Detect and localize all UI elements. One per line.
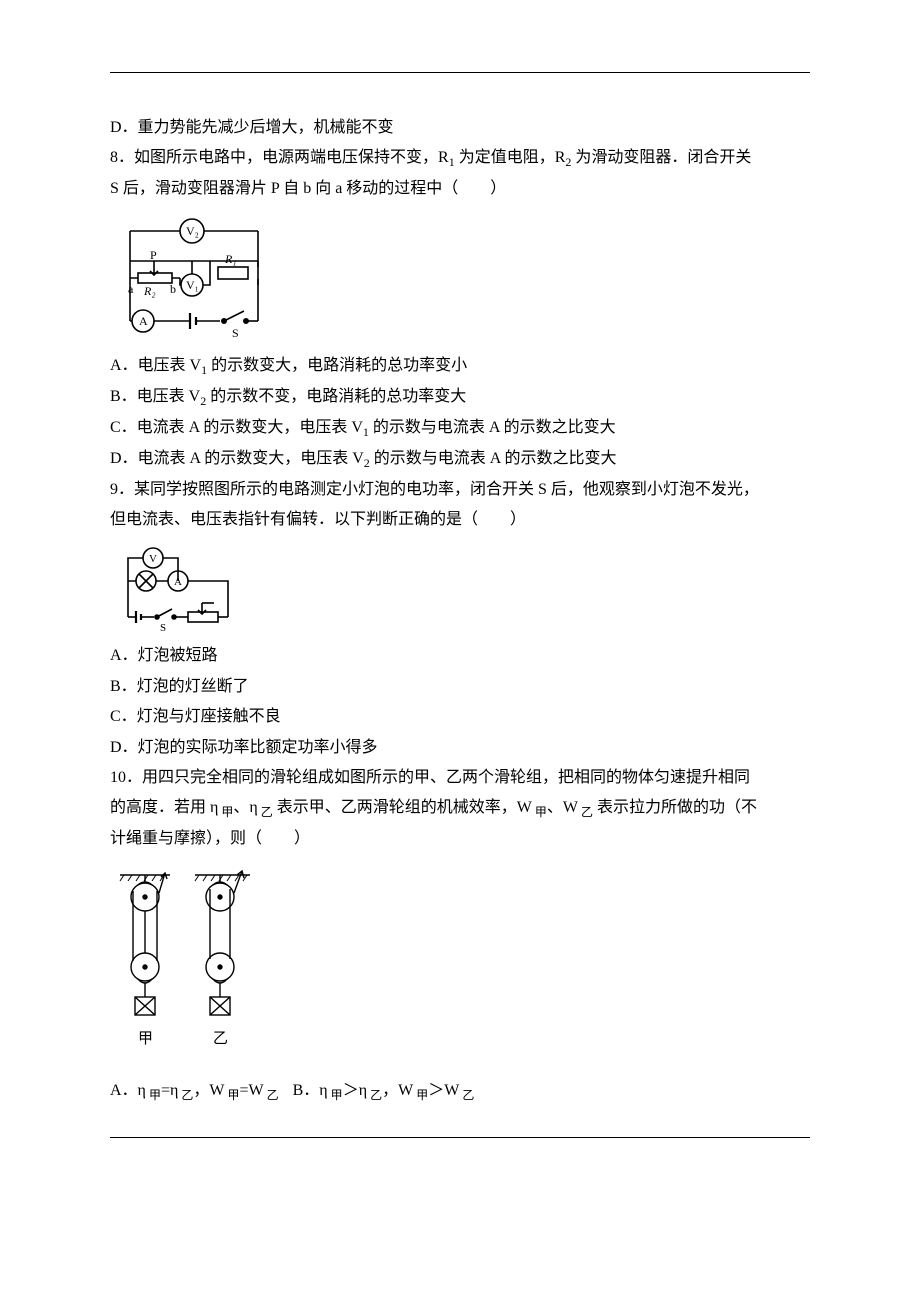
q8-stem-a: 8．如图所示电路中，电源两端电压保持不变，R [110, 149, 449, 166]
q10-optB-yi2: 乙 [459, 1088, 474, 1102]
q9-stem-line1: 9．某同学按照图所示的电路测定小灯泡的电功率，闭合开关 S 后，他观察到小灯泡不… [110, 475, 810, 505]
q10-fig-yi: 乙 [213, 1031, 228, 1047]
q10-optB-b: ＞η [343, 1082, 367, 1099]
q10-options-row: A．η 甲=η 乙，W 甲=W 乙 B．η 甲＞η 乙，W 甲＞W 乙 [110, 1076, 810, 1107]
q10-optA-a: A．η [110, 1082, 146, 1099]
q10-stem-line3: 计绳重与摩擦），则（ ） [110, 824, 810, 854]
q8-a-term: a [128, 282, 134, 296]
q10-pulley-svg: 甲 乙 [110, 863, 265, 1068]
q8-option-c: C．电流表 A 的示数变大，电压表 V1 的示数与电流表 A 的示数之比变大 [110, 413, 810, 444]
prev-option-d: D．重力势能先减少后增大，机械能不变 [110, 113, 810, 143]
q8-r1-label: R₁ [224, 252, 237, 266]
q10-optA-yi1: 乙 [178, 1088, 193, 1102]
q8-option-d: D．电流表 A 的示数变大，电压表 V2 的示数与电流表 A 的示数之比变大 [110, 444, 810, 475]
q10-s2b: 、η [233, 799, 257, 816]
q9-option-d: D．灯泡的实际功率比额定功率小得多 [110, 733, 810, 763]
q10-s2c: 表示甲、乙两滑轮组的机械效率，W [273, 799, 532, 816]
q8-circuit-svg: V₂ V₁ A S P R₁ R₂ a b [110, 213, 275, 343]
q9-s-label: S [160, 622, 166, 633]
q10-s2-yi2: 乙 [578, 806, 593, 820]
q10-s2-jia2: 甲 [532, 806, 547, 820]
q8-p-label: P [150, 248, 157, 262]
q10-fig-jia: 甲 [138, 1031, 153, 1047]
q10-optB-jia2: 甲 [413, 1088, 428, 1102]
top-rule [110, 72, 810, 73]
q10-s2e: 表示拉力所做的功（不 [593, 799, 757, 816]
q8-stem-line2: S 后，滑动变阻器滑片 P 自 b 向 a 移动的过程中（ ） [110, 174, 810, 204]
q8-stem-c: 为滑动变阻器．闭合开关 [571, 149, 751, 166]
q10-optA-yi2: 乙 [264, 1088, 279, 1102]
q10-optA-b: =η [161, 1082, 178, 1099]
q10-s2-yi1: 乙 [258, 806, 273, 820]
q10-optA-jia2: 甲 [224, 1088, 239, 1102]
q8-stem-line1: 8．如图所示电路中，电源两端电压保持不变，R1 为定值电阻，R2 为滑动变阻器．… [110, 143, 810, 174]
page-content: D．重力势能先减少后增大，机械能不变 8．如图所示电路中，电源两端电压保持不变，… [110, 113, 810, 1107]
q9-v-label: V [149, 553, 157, 565]
q8-optC-b: 的示数与电流表 A 的示数之比变大 [369, 419, 616, 436]
q10-s2-jia1: 甲 [218, 806, 233, 820]
q8-optC-a: C．电流表 A 的示数变大，电压表 V [110, 419, 363, 436]
q8-r2-label: R₂ [143, 284, 156, 298]
q10-optA-d: =W [239, 1082, 263, 1099]
q9-stem-line2: 但电流表、电压表指针有偏转．以下判断正确的是（ ） [110, 505, 810, 535]
q8-option-a: A．电压表 V1 的示数变大，电路消耗的总功率变小 [110, 351, 810, 382]
q10-optB-jia1: 甲 [328, 1088, 343, 1102]
q8-optD-a: D．电流表 A 的示数变大，电压表 V [110, 450, 364, 467]
q10-figure: 甲 乙 [110, 863, 810, 1068]
q8-s-label: S [232, 326, 239, 340]
q10-option-b: B．η 甲＞η 乙，W 甲＞W 乙 [293, 1076, 475, 1107]
q8-a-label: A [139, 314, 148, 328]
q10-stem-line2: 的高度．若用 η 甲、η 乙 表示甲、乙两滑轮组的机械效率，W 甲、W 乙 表示… [110, 793, 810, 824]
q9-option-b: B．灯泡的灯丝断了 [110, 672, 810, 702]
q10-s2a: 的高度．若用 η [110, 799, 218, 816]
q10-optB-c: ，W [382, 1082, 413, 1099]
q8-v1-label: V₁ [186, 278, 199, 292]
q8-optA-b: 的示数变大，电路消耗的总功率变小 [207, 357, 467, 374]
q10-option-a: A．η 甲=η 乙，W 甲=W 乙 [110, 1076, 279, 1107]
q8-b-term: b [170, 282, 176, 296]
q10-optB-a: B．η [293, 1082, 328, 1099]
q8-optA-a: A．电压表 V [110, 357, 201, 374]
q9-option-c: C．灯泡与灯座接触不良 [110, 702, 810, 732]
q8-optB-b: 的示数不变，电路消耗的总功率变大 [206, 388, 466, 405]
q8-option-b: B．电压表 V2 的示数不变，电路消耗的总功率变大 [110, 382, 810, 413]
q10-s2d: 、W [547, 799, 578, 816]
q9-option-a: A．灯泡被短路 [110, 641, 810, 671]
q9-a-label: A [174, 576, 182, 588]
q8-figure: V₂ V₁ A S P R₁ R₂ a b [110, 213, 810, 343]
q10-optB-yi1: 乙 [367, 1088, 382, 1102]
q9-circuit-svg: V A S [110, 543, 240, 633]
q8-optD-b: 的示数与电流表 A 的示数之比变大 [370, 450, 617, 467]
q8-optB-a: B．电压表 V [110, 388, 200, 405]
q10-stem-line1: 10．用四只完全相同的滑轮组成如图所示的甲、乙两个滑轮组，把相同的物体匀速提升相… [110, 763, 810, 793]
bottom-rule [110, 1137, 810, 1138]
q8-v2-label: V₂ [186, 224, 199, 238]
q10-optA-jia1: 甲 [146, 1088, 161, 1102]
q10-optB-d: ＞W [428, 1082, 459, 1099]
q9-figure: V A S [110, 543, 810, 633]
q10-optA-c: ，W [193, 1082, 224, 1099]
q8-stem-b: 为定值电阻，R [455, 149, 566, 166]
